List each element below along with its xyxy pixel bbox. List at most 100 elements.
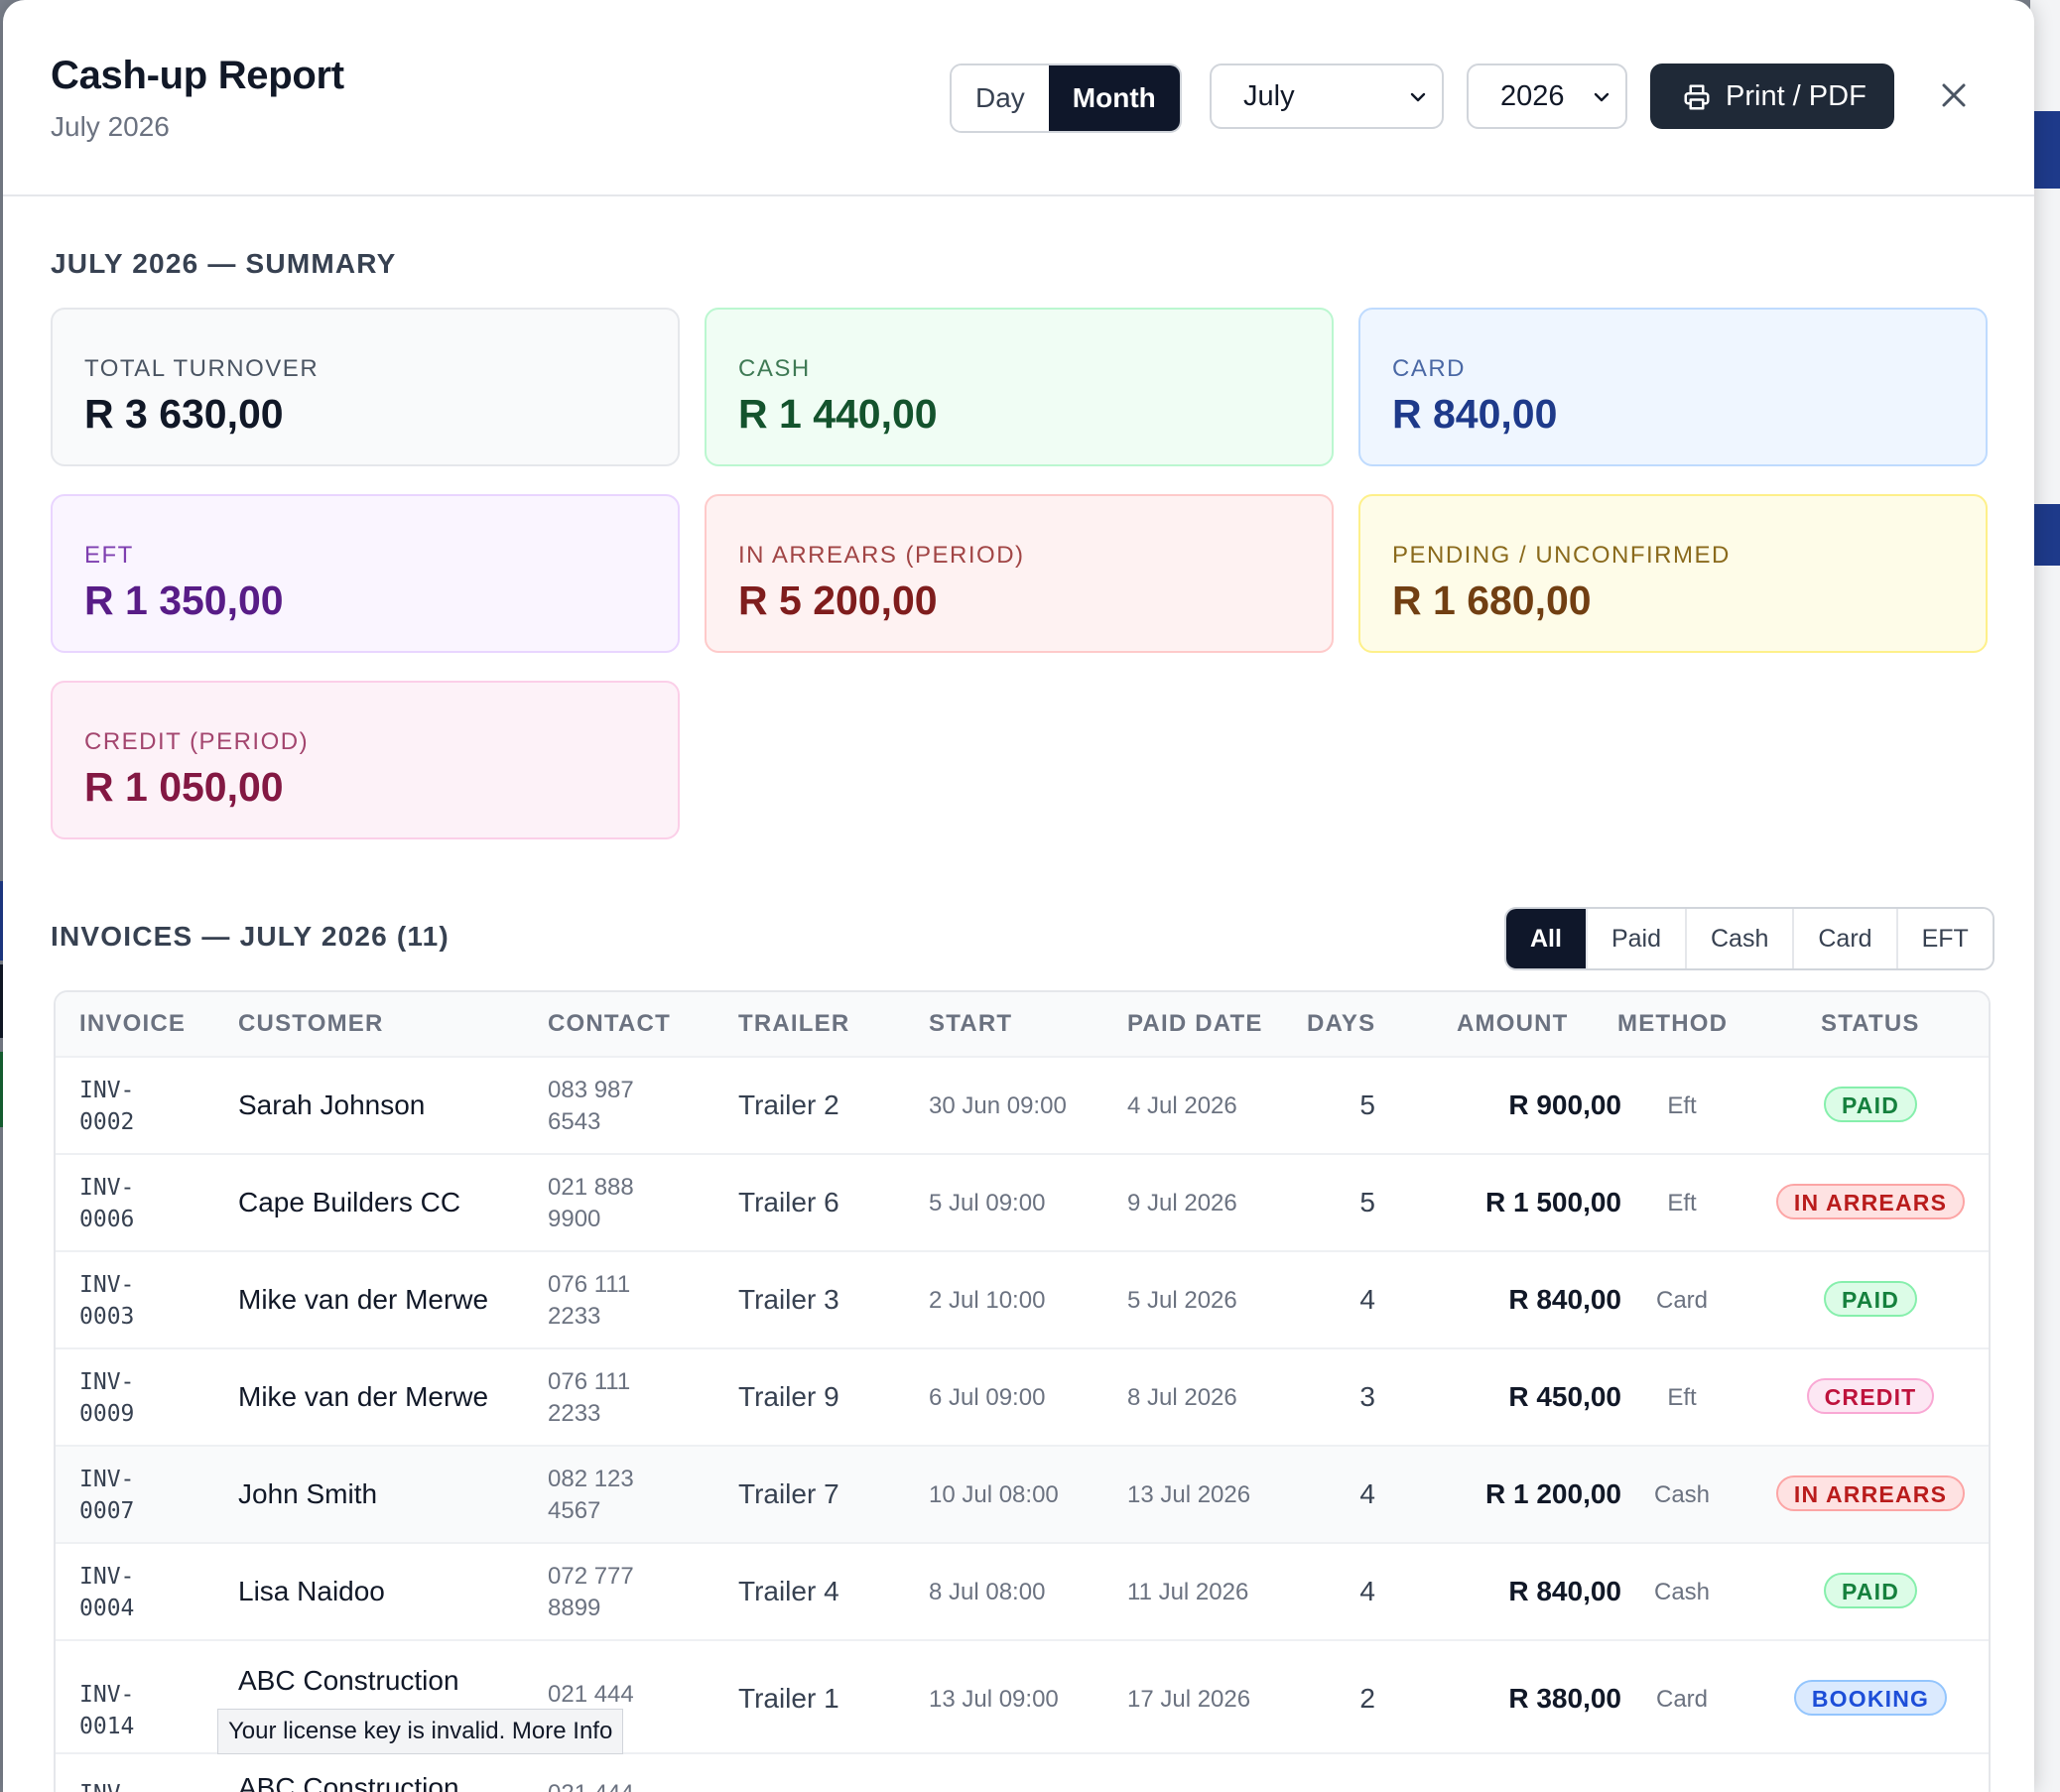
status-cell: PAID	[1761, 1573, 1980, 1608]
column-header-days[interactable]: DAYS	[1307, 1010, 1376, 1037]
chevron-down-icon	[1410, 92, 1426, 102]
paid-date: 4 Jul 2026	[1127, 1092, 1237, 1119]
invoice-prefix: INV-	[79, 1564, 135, 1590]
chevron-down-icon	[1594, 92, 1609, 102]
summary-card-value: R 1 680,00	[1392, 577, 1592, 623]
summary-card-total-turnover: TOTAL TURNOVER R 3 630,00	[51, 308, 680, 466]
summary-card-label: CREDIT (PERIOD)	[84, 728, 310, 755]
print-pdf-button[interactable]: Print / PDF	[1650, 64, 1894, 129]
invoice-prefix: INV-	[79, 1778, 134, 1792]
customer-name: John Smith	[238, 1478, 378, 1509]
payment-method: Eft	[1667, 1190, 1697, 1216]
status-cell: BOOKING	[1761, 1680, 1980, 1716]
invoice-prefix: INV-	[79, 1369, 135, 1395]
payment-method: Card	[1655, 1287, 1709, 1314]
month-select[interactable]: July	[1210, 64, 1444, 129]
column-header-method[interactable]: METHOD	[1617, 1010, 1729, 1037]
invoice-id: 0002	[79, 1109, 135, 1135]
trailer-name: Trailer 2	[738, 1089, 839, 1120]
filter-card[interactable]: Card	[1792, 909, 1896, 968]
invoice-prefix: INV-	[79, 1078, 135, 1103]
table-row[interactable]: INV-0014 ABC Construction 021 4445566 Tr…	[56, 1639, 1989, 1754]
column-header-status[interactable]: STATUS	[1821, 1010, 1920, 1037]
contact-number: 072 777 8899	[548, 1561, 634, 1624]
table-row[interactable]: INV- 0007 John Smith 082 123 4567 Trailer …	[56, 1445, 1989, 1544]
contact-number: 083 987 6543	[548, 1075, 634, 1138]
contact-number: 076 111 2233	[548, 1269, 630, 1333]
contact-line: 9900	[548, 1206, 601, 1232]
contact-line: 076 111	[548, 1368, 631, 1395]
background-app-edge	[0, 1052, 4, 1127]
column-header-paid-date[interactable]: PAID DATE	[1127, 1010, 1263, 1037]
invoice-id: 0007	[79, 1498, 135, 1524]
print-pdf-label: Print / PDF	[1726, 80, 1867, 112]
payment-method: Cash	[1653, 1481, 1711, 1508]
summary-card-value: R 3 630,00	[84, 391, 284, 437]
month-toggle-button[interactable]: Month	[1048, 65, 1180, 131]
background-app-button	[2030, 111, 2060, 189]
summary-card-cash: CASH R 1 440,00	[705, 308, 1334, 466]
rental-days: 4	[1359, 1576, 1375, 1606]
invoice-amount: R 380,00	[1508, 1683, 1621, 1714]
filter-paid[interactable]: Paid	[1585, 909, 1685, 968]
customer-name: Mike van der Merwe	[238, 1381, 489, 1412]
rental-days: 5	[1359, 1187, 1375, 1217]
invoice-prefix: INV-	[79, 1682, 135, 1708]
column-header-start[interactable]: START	[929, 1010, 1013, 1037]
contact-line: 8899	[548, 1595, 601, 1621]
invoice-id: 0014	[79, 1714, 135, 1739]
status-badge: IN ARREARS	[1775, 1475, 1966, 1511]
column-header-contact[interactable]: CONTACT	[548, 1010, 671, 1037]
invoices-table: INVOICE CUSTOMER CONTACT TRAILER START P…	[54, 990, 1991, 1792]
column-header-invoice[interactable]: INVOICE	[79, 1010, 187, 1037]
customer-name: Sarah Johnson	[238, 1089, 426, 1120]
page-subtitle: July 2026	[51, 111, 170, 142]
table-row[interactable]: INV- ABC Construction 021 444	[56, 1752, 1989, 1792]
table-row[interactable]: INV- 0009 Mike van der Merwe 076 111 2233 …	[56, 1347, 1989, 1447]
day-toggle-button[interactable]: Day	[952, 65, 1049, 131]
summary-card-value: R 1 440,00	[738, 391, 938, 437]
filter-cash[interactable]: Cash	[1685, 909, 1793, 968]
column-header-amount[interactable]: AMOUNT	[1457, 1010, 1569, 1037]
status-cell: CREDIT	[1761, 1378, 1980, 1414]
column-header-customer[interactable]: CUSTOMER	[238, 1010, 384, 1037]
summary-card-label: EFT	[84, 542, 134, 569]
table-row[interactable]: INV- 0002 Sarah Johnson 083 987 6543 Trail…	[56, 1056, 1989, 1155]
table-row[interactable]: INV- 0003 Mike van der Merwe 076 111 2233 …	[56, 1250, 1989, 1349]
year-select[interactable]: 2026	[1467, 64, 1627, 129]
summary-card-value: R 1 350,00	[84, 577, 284, 623]
invoice-number: INV- 0014	[79, 1679, 134, 1742]
invoice-amount: R 450,00	[1508, 1381, 1621, 1412]
invoice-amount: R 840,00	[1508, 1284, 1621, 1315]
filter-eft[interactable]: EFT	[1895, 909, 1993, 968]
trailer-name: Trailer 7	[738, 1478, 839, 1509]
summary-card-card: CARD R 840,00	[1358, 308, 1988, 466]
trailer-name: Trailer 3	[738, 1284, 839, 1315]
table-row[interactable]: INV- 0006 Cape Builders CC 021 888 9900 Tr…	[56, 1153, 1989, 1252]
invoice-amount: R 1 200,00	[1485, 1478, 1621, 1509]
close-icon[interactable]	[1934, 75, 1974, 115]
invoice-number: INV- 0002	[79, 1075, 134, 1138]
status-badge: PAID	[1823, 1087, 1918, 1122]
contact-line: 2233	[548, 1400, 601, 1427]
column-header-trailer[interactable]: TRAILER	[738, 1010, 850, 1037]
payment-method: Cash	[1653, 1579, 1711, 1605]
contact-line: 083 987	[548, 1077, 634, 1103]
invoice-filter-tabs: All Paid Cash Card EFT	[1504, 907, 1995, 970]
license-warning[interactable]: Your license key is invalid. More Info	[217, 1709, 624, 1754]
summary-card-label: CARD	[1392, 355, 1467, 382]
customer-name: Mike van der Merwe	[238, 1284, 489, 1315]
payment-method: Eft	[1667, 1092, 1697, 1119]
table-row[interactable]: INV- 0004 Lisa Naidoo 072 777 8899 Trailer…	[56, 1542, 1989, 1641]
trailer-name: Trailer 6	[738, 1187, 839, 1217]
contact-number: 021 888 9900	[548, 1172, 634, 1235]
contact-line: 072 777	[548, 1563, 634, 1590]
invoice-id: 0009	[79, 1401, 135, 1427]
summary-card-value: R 1 050,00	[84, 764, 284, 810]
contact-line: 4567	[548, 1497, 601, 1524]
view-toggle: Day Month	[950, 64, 1182, 133]
contact-line: 2233	[548, 1303, 601, 1330]
invoice-id: 0003	[79, 1304, 135, 1330]
start-datetime: 5 Jul 09:00	[929, 1190, 1046, 1216]
filter-all[interactable]: All	[1506, 909, 1586, 968]
